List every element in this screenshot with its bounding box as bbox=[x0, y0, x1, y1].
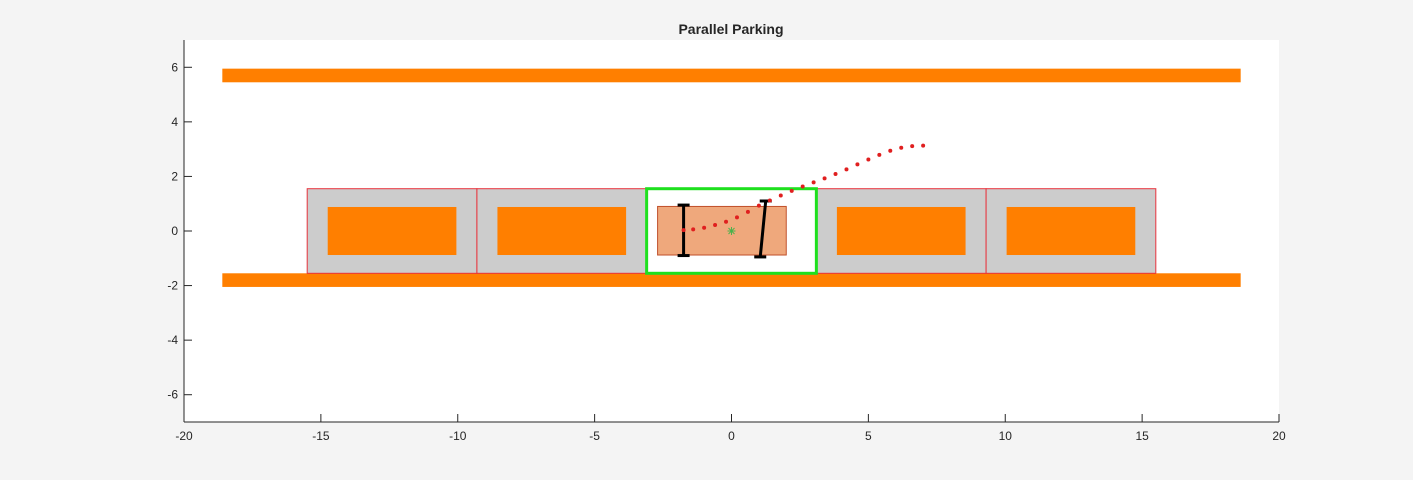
path-point bbox=[800, 184, 805, 189]
y-tick-label: 4 bbox=[171, 115, 178, 129]
x-tick-label: -20 bbox=[175, 429, 193, 443]
parked-car-1 bbox=[327, 206, 457, 256]
center-marker-stroke-4 bbox=[728, 227, 735, 235]
x-tick-label: -10 bbox=[449, 429, 467, 443]
path-point bbox=[877, 152, 882, 157]
path-point bbox=[789, 188, 794, 193]
y-tick-label: 6 bbox=[171, 60, 178, 74]
y-tick-label: 2 bbox=[171, 169, 178, 183]
path-point bbox=[767, 198, 772, 203]
y-tick-label: -2 bbox=[167, 279, 178, 293]
parked-car-3 bbox=[836, 206, 966, 256]
path-point bbox=[921, 143, 926, 148]
path-point bbox=[899, 145, 904, 150]
path-point bbox=[745, 209, 750, 214]
parked-car-2 bbox=[497, 206, 627, 256]
path-point bbox=[855, 162, 860, 167]
x-tick-label: -15 bbox=[312, 429, 330, 443]
y-tick-label: -6 bbox=[167, 388, 178, 402]
path-point bbox=[713, 222, 718, 227]
path-point bbox=[681, 228, 686, 233]
x-tick-label: 10 bbox=[999, 429, 1013, 443]
plot-layer bbox=[222, 68, 1241, 287]
path-point bbox=[778, 193, 783, 198]
path-point bbox=[811, 180, 816, 185]
path-point bbox=[910, 144, 915, 149]
target-parking-slot bbox=[645, 187, 818, 275]
chart-title: Parallel Parking bbox=[678, 21, 783, 37]
path-point bbox=[691, 227, 696, 232]
ego-vehicle bbox=[657, 205, 787, 256]
path-point bbox=[822, 176, 827, 181]
path-point bbox=[756, 203, 761, 208]
y-tick-label: 0 bbox=[171, 224, 178, 238]
x-tick-label: 15 bbox=[1135, 429, 1149, 443]
x-tick-label: 5 bbox=[865, 429, 872, 443]
path-point bbox=[866, 157, 871, 162]
path-point bbox=[844, 167, 849, 172]
path-point bbox=[702, 225, 707, 230]
x-tick-label: 20 bbox=[1272, 429, 1286, 443]
path-point bbox=[724, 219, 729, 224]
y-tick-label: -4 bbox=[167, 333, 178, 347]
vehicle-center-marker bbox=[727, 227, 736, 235]
axle-2 bbox=[758, 200, 768, 258]
x-tick-label: -5 bbox=[589, 429, 600, 443]
parked-car-4 bbox=[1006, 206, 1136, 256]
x-tick-label: 0 bbox=[728, 429, 735, 443]
path-point bbox=[833, 171, 838, 176]
bottom-curb bbox=[222, 273, 1241, 287]
top-curb bbox=[222, 68, 1241, 83]
path-point bbox=[888, 148, 893, 153]
path-point bbox=[734, 215, 739, 220]
